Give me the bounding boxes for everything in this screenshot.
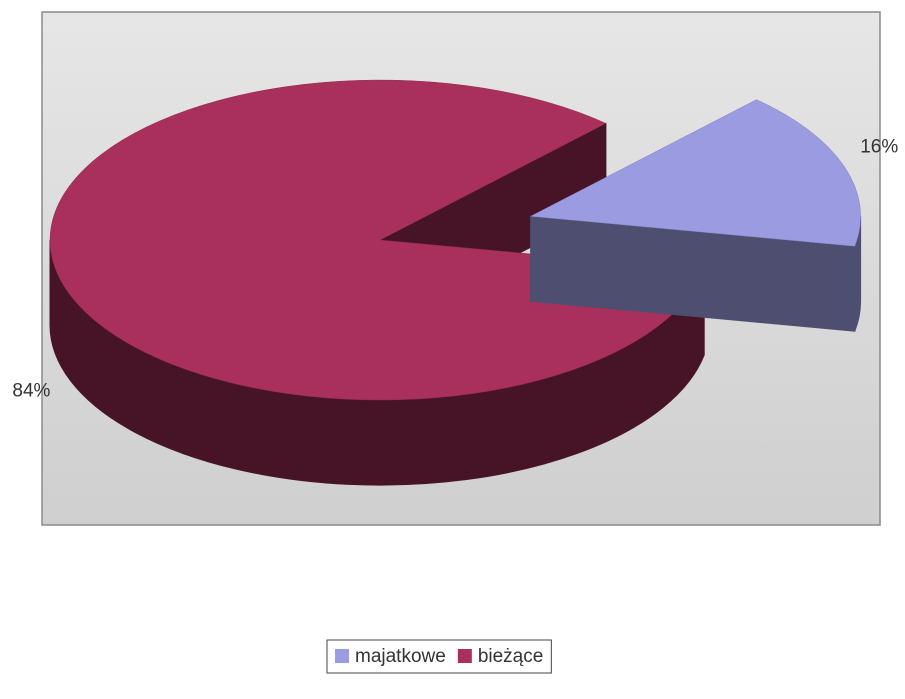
legend-label: bieżące xyxy=(478,646,544,667)
legend-box xyxy=(326,639,552,674)
legend-swatch xyxy=(457,649,472,663)
legend-label: majatkowe xyxy=(355,646,446,667)
slice-top xyxy=(49,79,705,401)
legend: majatkowe bieżące xyxy=(326,639,552,674)
slice-top xyxy=(529,99,861,247)
data-label: 84% xyxy=(12,380,50,401)
data-label: 16% xyxy=(860,137,898,158)
legend-swatch xyxy=(335,649,349,663)
pie: 16% 84% xyxy=(12,79,898,486)
